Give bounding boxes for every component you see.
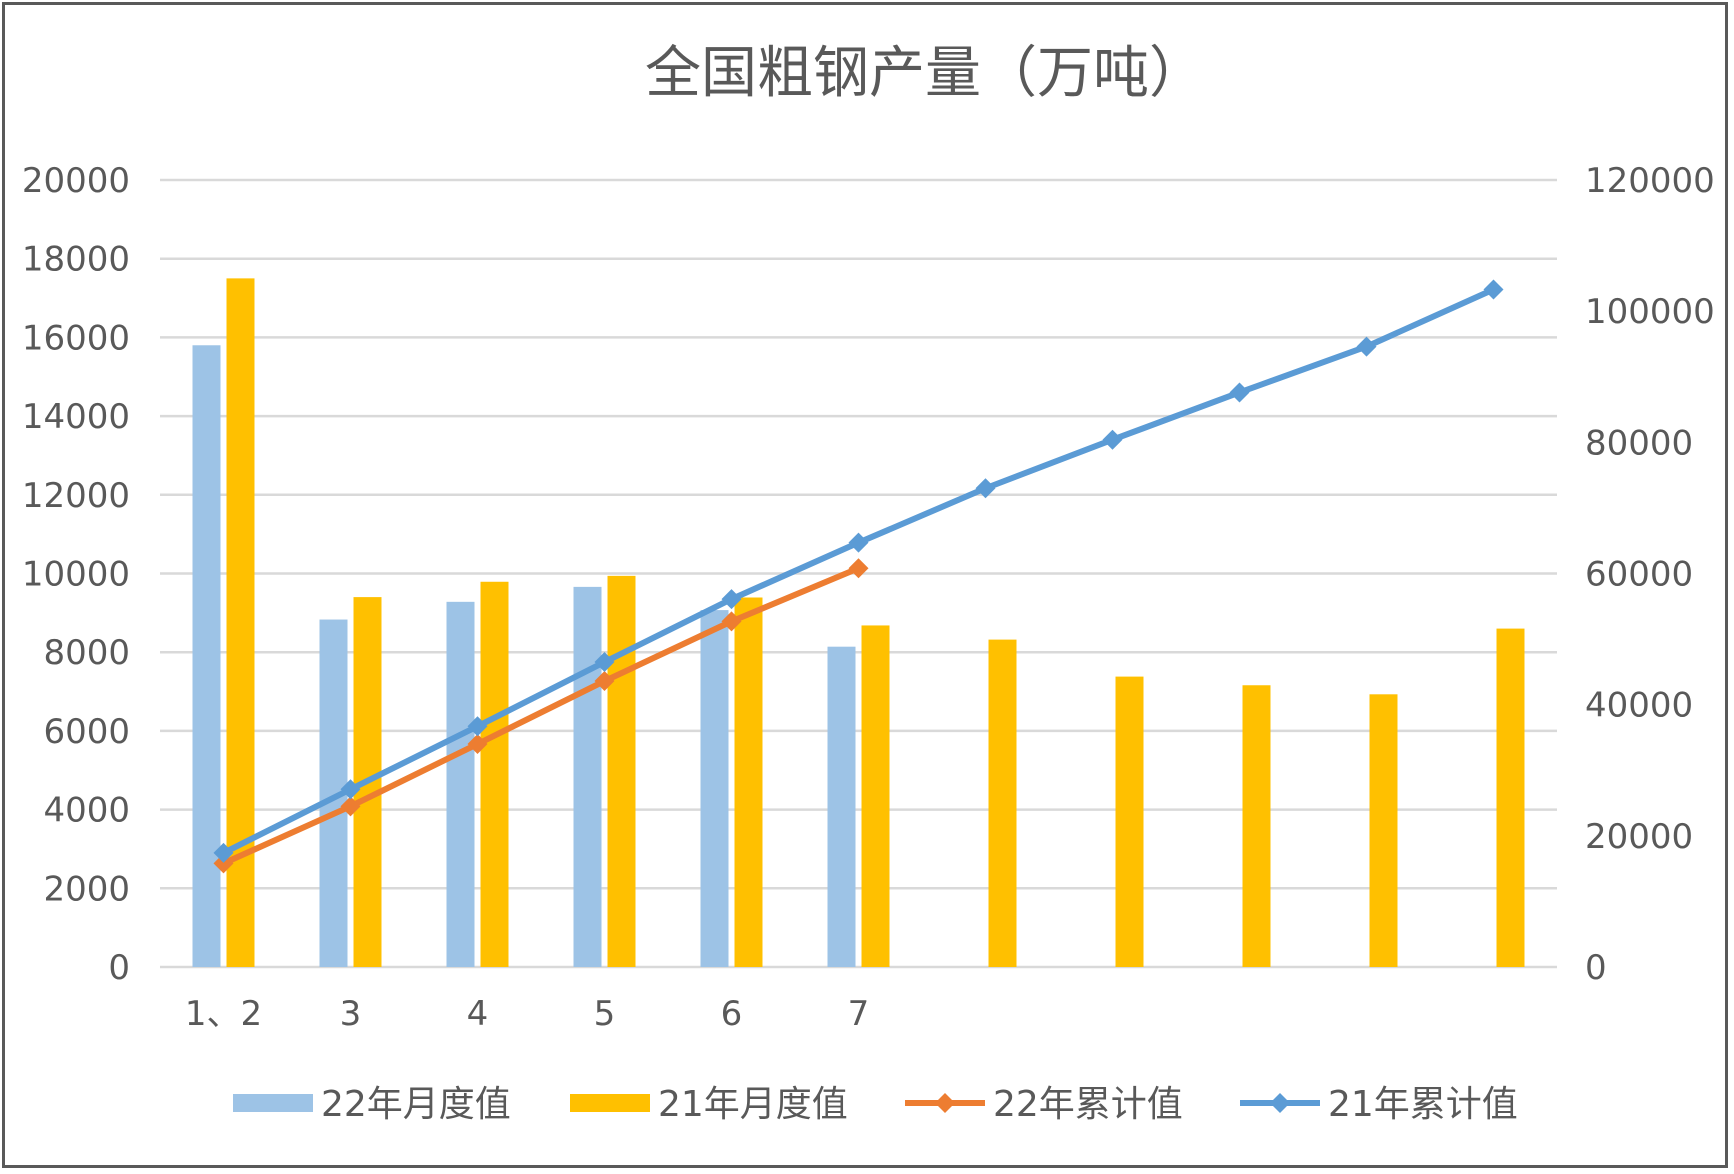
- bar-21-monthly: [480, 581, 509, 967]
- legend-label-21-monthly: 21年月度值: [658, 1084, 848, 1125]
- x-tick-label: 1、2: [185, 994, 262, 1034]
- left-tick-label: 10000: [22, 555, 130, 595]
- right-tick-label: 80000: [1585, 423, 1693, 463]
- right-tick-label: 120000: [1585, 161, 1715, 201]
- x-tick-label: 4: [467, 994, 489, 1034]
- marker-22-cumulative: [467, 734, 488, 755]
- bar-22-monthly: [827, 646, 856, 967]
- right-tick-label: 40000: [1585, 686, 1693, 726]
- x-tick-label: 3: [340, 994, 362, 1034]
- bar-22-monthly: [700, 610, 729, 967]
- bar-21-monthly: [1115, 676, 1144, 967]
- legend-label-22-monthly: 22年月度值: [321, 1084, 511, 1125]
- marker-21-cumulative: [1102, 429, 1123, 450]
- bar-21-monthly: [861, 625, 890, 967]
- marker-21-cumulative: [1483, 279, 1504, 300]
- marker-22-cumulative: [721, 611, 742, 632]
- marker-22-cumulative: [213, 853, 234, 874]
- left-tick-label: 6000: [43, 712, 130, 752]
- line-22-cumulative: [220, 565, 862, 867]
- left-tick-label: 0: [108, 948, 130, 988]
- marker-21-cumulative: [848, 532, 869, 553]
- right-tick-label: 60000: [1585, 555, 1693, 595]
- right-tick-label: 0: [1585, 948, 1607, 988]
- left-tick-label: 12000: [22, 476, 130, 516]
- chart-title: 全国粗钢产量（万吨）: [645, 41, 1205, 106]
- left-tick-label: 14000: [22, 397, 130, 437]
- bar-22-monthly: [573, 586, 602, 967]
- legend-label-22-cumulative: 22年累计值: [993, 1084, 1183, 1125]
- x-tick-label: 5: [594, 994, 616, 1034]
- bar-22-monthly: [446, 601, 475, 967]
- bar-series: [192, 278, 1525, 967]
- marker-22-cumulative: [848, 558, 869, 579]
- right-tick-label: 100000: [1585, 292, 1715, 332]
- right-tick-label: 20000: [1585, 817, 1693, 857]
- marker-21-cumulative: [213, 842, 234, 863]
- bar-21-monthly: [1369, 694, 1398, 967]
- line-series: [213, 279, 1504, 874]
- x-tick-label: 7: [848, 994, 870, 1034]
- legend-swatch-21-monthly: [570, 1094, 650, 1112]
- marker-22-cumulative: [594, 671, 615, 692]
- bar-21-monthly: [1242, 685, 1271, 967]
- marker-21-cumulative: [975, 478, 996, 499]
- bar-21-monthly: [607, 575, 636, 967]
- x-axis-ticks: 1、2 3 4 5 6 7: [185, 994, 869, 1034]
- bar-21-monthly: [988, 639, 1017, 967]
- bar-22-monthly: [192, 345, 221, 967]
- marker-21-cumulative: [1229, 382, 1250, 403]
- legend-marker-21-cumulative: [1270, 1093, 1290, 1113]
- x-tick-label: 6: [721, 994, 743, 1034]
- left-tick-label: 8000: [43, 633, 130, 673]
- left-tick-label: 2000: [43, 869, 130, 909]
- left-tick-label: 18000: [22, 240, 130, 280]
- marker-21-cumulative: [721, 589, 742, 610]
- bar-21-monthly: [734, 597, 763, 967]
- marker-21-cumulative: [1356, 336, 1377, 357]
- left-tick-label: 4000: [43, 791, 130, 831]
- grid-lines: [160, 178, 1557, 969]
- marker-22-cumulative: [340, 796, 361, 817]
- legend-marker-22-cumulative: [935, 1093, 955, 1113]
- marker-21-cumulative: [340, 779, 361, 800]
- marker-21-cumulative: [467, 716, 488, 737]
- right-axis-ticks: 0 20000 40000 60000 80000 100000 120000: [1585, 161, 1715, 988]
- left-axis-ticks: 0 2000 4000 6000 8000 10000 12000 14000 16000 180…: [22, 161, 130, 988]
- bar-21-monthly: [1496, 628, 1525, 967]
- legend-swatch-22-monthly: [233, 1094, 313, 1112]
- left-tick-label: 16000: [22, 318, 130, 358]
- marker-21-cumulative: [594, 652, 615, 673]
- legend-label-21-cumulative: 21年累计值: [1328, 1084, 1518, 1125]
- legend: 22年月度值 21年月度值 22年累计值 21年累计值: [233, 1084, 1518, 1125]
- left-tick-label: 20000: [22, 161, 130, 201]
